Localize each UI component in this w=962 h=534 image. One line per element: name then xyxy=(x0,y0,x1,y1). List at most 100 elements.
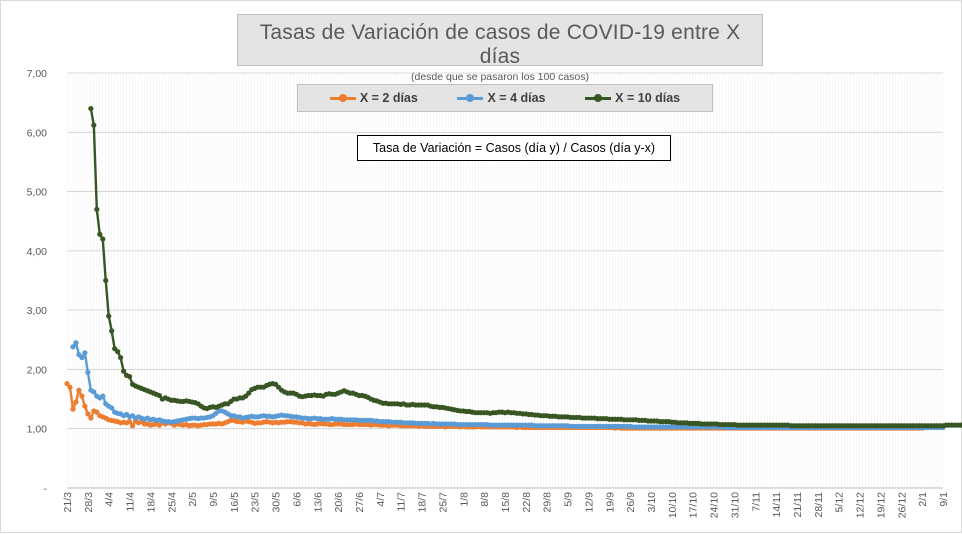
x-tick-label: 21/3 xyxy=(62,492,74,513)
data-point xyxy=(100,236,106,242)
data-point xyxy=(70,344,76,350)
data-point xyxy=(79,354,85,361)
chart-subtitle: (desde que se pasaron los 100 casos) xyxy=(410,71,590,83)
x-tick-label: 31/10 xyxy=(729,492,741,518)
x-tick-label: 22/8 xyxy=(521,492,533,513)
x-tick-label: 19/12 xyxy=(875,492,887,518)
legend-label-x4: X = 4 días xyxy=(487,91,546,105)
x-tick-label: 18/7 xyxy=(417,492,429,513)
data-point xyxy=(70,406,76,412)
x-tick-label: 9/1 xyxy=(938,492,950,507)
data-point xyxy=(82,350,88,356)
x-tick-label: 2/5 xyxy=(187,492,199,507)
x-tick-label: 16/5 xyxy=(229,492,241,513)
x-tick-label: 10/10 xyxy=(667,492,679,518)
legend-item-x10: X = 10 días xyxy=(585,91,680,105)
y-tick-label: 2,00 xyxy=(27,364,48,376)
data-point xyxy=(121,368,127,374)
legend-swatch-x2 xyxy=(329,93,356,102)
data-point xyxy=(103,277,109,284)
x-tick-label: 2/1 xyxy=(917,492,929,507)
x-tick-label: 26/9 xyxy=(625,492,637,513)
data-point xyxy=(115,349,121,355)
data-point xyxy=(97,231,103,237)
y-axis-tick-labels: - 1,00 2,00 3,00 4,00 5,00 6,00 7,00 xyxy=(27,68,48,495)
x-tick-label: 3/10 xyxy=(646,492,658,513)
x-tick-label: 5/12 xyxy=(834,492,846,513)
x-tick-label: 27/6 xyxy=(354,492,366,513)
x-tick-label: 21/11 xyxy=(792,492,804,518)
y-tick-label: 6,00 xyxy=(27,127,48,139)
x-tick-label: 4/4 xyxy=(104,492,116,507)
x-tick-label: 28/11 xyxy=(813,492,825,518)
x-tick-label: 4/7 xyxy=(375,492,387,507)
data-point xyxy=(85,411,91,417)
x-tick-label: 19/9 xyxy=(604,492,616,513)
data-point xyxy=(94,206,100,212)
data-point xyxy=(94,409,100,415)
data-point xyxy=(67,384,73,390)
x-tick-label: 9/5 xyxy=(208,492,220,507)
x-tick-label: 17/10 xyxy=(688,492,700,518)
chart-legend: X = 2 días X = 4 días X = 10 días xyxy=(297,84,713,112)
x-tick-label: 26/12 xyxy=(896,492,908,518)
chart-title: Tasas de Variación de casos de COVID-19 … xyxy=(259,21,741,68)
x-tick-label: 1/8 xyxy=(458,492,470,507)
x-tick-label: 8/8 xyxy=(479,492,491,507)
data-point xyxy=(64,381,70,387)
x-tick-label: 24/10 xyxy=(709,492,721,518)
y-tick-label: - xyxy=(44,483,48,495)
legend-label-x2: X = 2 días xyxy=(359,91,418,105)
data-point xyxy=(88,105,94,112)
data-point xyxy=(126,373,133,380)
x-tick-label: 12/9 xyxy=(583,492,595,513)
x-tick-label: 18/4 xyxy=(145,492,157,513)
data-point xyxy=(246,390,252,396)
x-tick-label: 12/12 xyxy=(855,492,867,518)
series-lines xyxy=(64,105,962,431)
data-point xyxy=(106,313,112,319)
series-3 xyxy=(88,105,962,429)
x-tick-label: 11/7 xyxy=(396,492,408,512)
data-point xyxy=(73,399,79,405)
data-point xyxy=(91,389,97,395)
data-point xyxy=(85,369,91,375)
chart-title-box: Tasas de Variación de casos de COVID-19 … xyxy=(237,14,763,83)
y-tick-label: 7,00 xyxy=(27,68,48,80)
x-tick-label: 28/3 xyxy=(83,492,95,513)
data-point xyxy=(126,419,133,425)
data-point xyxy=(79,393,85,399)
x-tick-label: 13/6 xyxy=(312,492,324,513)
x-tick-label: 7/11 xyxy=(750,492,762,512)
legend-swatch-x10 xyxy=(585,93,612,102)
data-point xyxy=(76,387,82,393)
data-point xyxy=(109,405,115,411)
x-tick-label: 5/9 xyxy=(563,492,575,507)
x-tick-label: 25/4 xyxy=(166,492,178,513)
x-tick-label: 15/8 xyxy=(500,492,512,513)
x-tick-label: 23/5 xyxy=(250,492,262,513)
x-tick-label: 29/8 xyxy=(542,492,554,513)
legend-item-x4: X = 4 días xyxy=(457,91,546,105)
data-point xyxy=(156,392,162,399)
data-point xyxy=(958,422,962,428)
data-point xyxy=(82,403,88,409)
y-tick-label: 3,00 xyxy=(27,305,48,317)
legend-swatch-x4 xyxy=(457,93,484,102)
data-point xyxy=(109,328,115,334)
y-tick-label: 5,00 xyxy=(27,187,48,199)
legend-label-x10: X = 10 días xyxy=(615,91,681,105)
x-tick-label: 11/4 xyxy=(125,492,137,512)
data-point xyxy=(118,354,124,361)
x-tick-label: 14/11 xyxy=(771,492,783,518)
data-point xyxy=(91,122,97,128)
formula-annotation: Tasa de Variación = Casos (día y) / Caso… xyxy=(357,135,671,161)
y-tick-label: 1,00 xyxy=(27,424,48,436)
legend-item-x2: X = 2 días xyxy=(329,91,418,105)
y-tick-label: 4,00 xyxy=(27,246,48,258)
x-tick-label: 25/7 xyxy=(437,492,449,513)
data-point xyxy=(73,340,79,346)
data-point xyxy=(129,423,136,429)
data-point xyxy=(100,393,106,399)
